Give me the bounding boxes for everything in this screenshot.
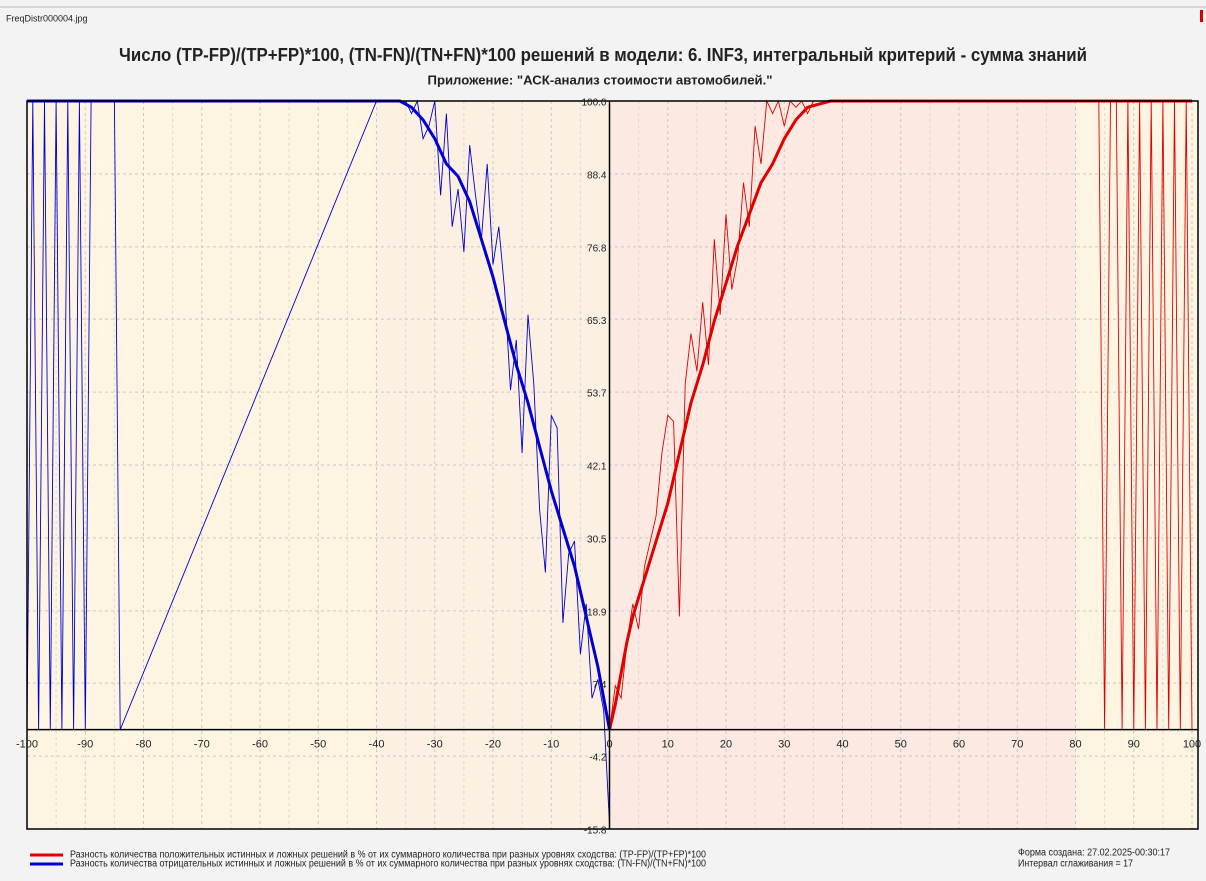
- created-note: Форма создана: 27.02.2025-00:30:17: [1018, 848, 1170, 859]
- y-tick-label: -4.2: [589, 753, 607, 764]
- y-tick-label: 100.0: [581, 98, 606, 109]
- y-tick-label: 7.4: [593, 680, 607, 691]
- smoothing-note: Интервал сглаживания = 17: [1018, 859, 1133, 870]
- y-tick-label: 18.9: [587, 607, 607, 618]
- x-tick-label: -60: [252, 739, 268, 751]
- x-tick-label: -20: [485, 739, 501, 751]
- x-tick-label: -90: [77, 739, 93, 751]
- y-tick-label: -15.8: [584, 826, 607, 837]
- y-tick-label: 53.7: [587, 389, 607, 400]
- x-tick-label: -10: [543, 739, 559, 751]
- x-tick-label: -40: [369, 739, 385, 751]
- plot-area: -100 -90 -80 -70 -60 -50 -40 -30 -20 -10 0 10 20 30 40…: [16, 98, 1201, 870]
- y-tick-label: 88.4: [587, 171, 607, 182]
- x-tick-label: -100: [16, 739, 38, 751]
- y-tick-label: 76.8: [587, 243, 607, 254]
- x-tick-label: -80: [136, 739, 152, 751]
- x-tick-label: 70: [1011, 739, 1023, 751]
- x-tick-label: 10: [662, 739, 674, 751]
- plot-frame: [26, 100, 1199, 830]
- y-tick-label: 30.5: [587, 535, 607, 546]
- x-tick-label: -50: [310, 739, 326, 751]
- x-tick-label: -30: [427, 739, 443, 751]
- x-tick-label: 40: [836, 739, 848, 751]
- corner-mark: [1200, 10, 1203, 22]
- x-tick-label: 0: [606, 739, 612, 751]
- x-tick-label: -70: [194, 739, 210, 751]
- y-tick-label: 42.1: [587, 462, 607, 473]
- chart-subtitle: Приложение: "АСК-анализ стоимости автомо…: [428, 72, 773, 87]
- file-name: FreqDistr000004.jpg: [6, 13, 88, 23]
- y-tick-label: 65.3: [587, 316, 607, 327]
- x-tick-label: 50: [895, 739, 907, 751]
- x-tick-label: 100: [1183, 739, 1201, 751]
- x-tick-label: 60: [953, 739, 965, 751]
- chart-title: Число (TP-FP)/(TP+FP)*100, (TN-FN)/(TN+F…: [119, 45, 1087, 65]
- x-tick-label: 20: [720, 739, 732, 751]
- legend-label: Разность количества положительных истинн…: [70, 850, 706, 861]
- legend-label: Разность количества отрицательных истинн…: [70, 859, 706, 870]
- raw-line: [609, 99, 1193, 730]
- x-tick-label: 30: [778, 739, 790, 751]
- x-tick-label: 90: [1128, 739, 1140, 751]
- x-tick-label: 80: [1069, 739, 1081, 751]
